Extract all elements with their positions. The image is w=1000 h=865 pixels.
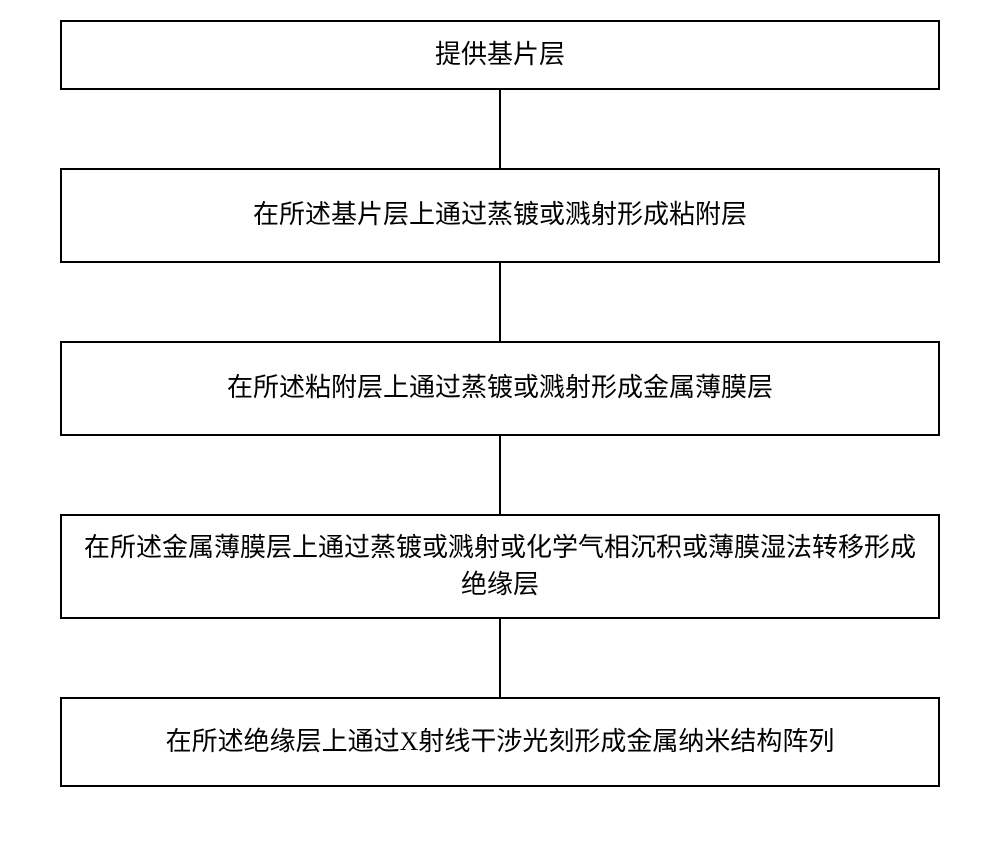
connector-2 bbox=[499, 263, 501, 341]
step-label: 在所述绝缘层上通过X射线干涉光刻形成金属纳米结构阵列 bbox=[166, 724, 835, 760]
step-box-1: 提供基片层 bbox=[60, 20, 940, 90]
step-label: 在所述金属薄膜层上通过蒸镀或溅射或化学气相沉积或薄膜湿法转移形成绝缘层 bbox=[78, 530, 922, 603]
step-box-5: 在所述绝缘层上通过X射线干涉光刻形成金属纳米结构阵列 bbox=[60, 697, 940, 787]
step-box-4: 在所述金属薄膜层上通过蒸镀或溅射或化学气相沉积或薄膜湿法转移形成绝缘层 bbox=[60, 514, 940, 619]
step-label: 提供基片层 bbox=[435, 37, 565, 73]
process-flowchart: 提供基片层 在所述基片层上通过蒸镀或溅射形成粘附层 在所述粘附层上通过蒸镀或溅射… bbox=[50, 20, 950, 787]
connector-4 bbox=[499, 619, 501, 697]
step-label: 在所述粘附层上通过蒸镀或溅射形成金属薄膜层 bbox=[227, 370, 773, 406]
step-box-3: 在所述粘附层上通过蒸镀或溅射形成金属薄膜层 bbox=[60, 341, 940, 436]
step-box-2: 在所述基片层上通过蒸镀或溅射形成粘附层 bbox=[60, 168, 940, 263]
connector-3 bbox=[499, 436, 501, 514]
step-label: 在所述基片层上通过蒸镀或溅射形成粘附层 bbox=[253, 197, 747, 233]
connector-1 bbox=[499, 90, 501, 168]
